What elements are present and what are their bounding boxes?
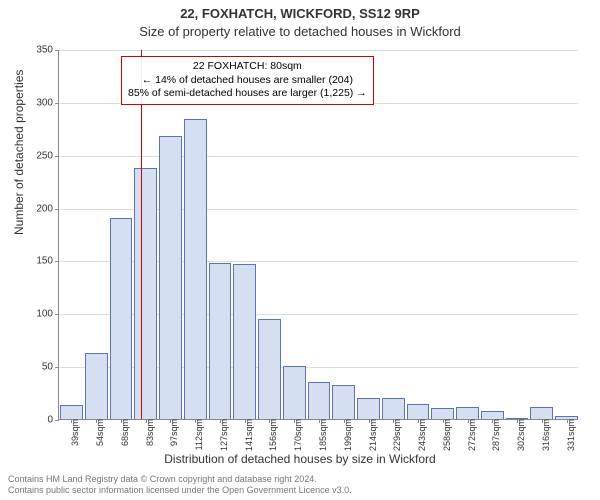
- plot-area: 05010015020025030035039sqm54sqm68sqm83sq…: [58, 50, 578, 420]
- ytick-mark: [55, 314, 59, 315]
- xtick-label: 39sqm: [70, 419, 80, 446]
- ytick-mark: [55, 261, 59, 262]
- histogram-bar: [357, 398, 380, 419]
- ytick-mark: [55, 420, 59, 421]
- histogram-bar: [184, 119, 207, 419]
- histogram-bar: [308, 382, 331, 419]
- ytick-mark: [55, 209, 59, 210]
- xtick-label: 185sqm: [318, 419, 328, 451]
- ytick-label: 150: [36, 256, 53, 267]
- property-marker-line: [141, 50, 142, 419]
- property-size-chart: 22, FOXHATCH, WICKFORD, SS12 9RP Size of…: [0, 0, 600, 500]
- histogram-bar: [258, 319, 281, 419]
- xtick-label: 170sqm: [293, 419, 303, 451]
- xtick-label: 243sqm: [417, 419, 427, 451]
- xtick-label: 54sqm: [95, 419, 105, 446]
- histogram-bar: [332, 385, 355, 419]
- histogram-bar: [134, 168, 157, 419]
- ytick-label: 100: [36, 309, 53, 320]
- ytick-mark: [55, 156, 59, 157]
- footer-line-1: Contains HM Land Registry data © Crown c…: [8, 474, 352, 485]
- annotation-box: 22 FOXHATCH: 80sqm← 14% of detached hous…: [121, 56, 374, 105]
- xtick-label: 229sqm: [392, 419, 402, 451]
- histogram-bar: [431, 408, 454, 419]
- xtick-label: 258sqm: [442, 419, 452, 451]
- ytick-mark: [55, 103, 59, 104]
- xtick-label: 199sqm: [343, 419, 353, 451]
- annotation-line-1: 22 FOXHATCH: 80sqm: [128, 60, 367, 74]
- xtick-label: 127sqm: [219, 419, 229, 451]
- histogram-bar: [530, 407, 553, 419]
- histogram-bar: [110, 218, 133, 419]
- y-axis-label: Number of detached properties: [12, 70, 26, 235]
- histogram-bar: [159, 136, 182, 419]
- histogram-bar: [209, 263, 232, 419]
- xtick-label: 141sqm: [244, 419, 254, 451]
- ytick-mark: [55, 367, 59, 368]
- chart-address-title: 22, FOXHATCH, WICKFORD, SS12 9RP: [0, 6, 600, 21]
- xtick-label: 331sqm: [566, 419, 576, 451]
- annotation-line-3: 85% of semi-detached houses are larger (…: [128, 87, 367, 101]
- histogram-bar: [407, 404, 430, 419]
- xtick-label: 287sqm: [491, 419, 501, 451]
- xtick-label: 316sqm: [541, 419, 551, 451]
- histogram-bar: [382, 398, 405, 419]
- histogram-bar: [456, 407, 479, 419]
- ytick-label: 50: [42, 362, 53, 373]
- chart-subtitle: Size of property relative to detached ho…: [0, 24, 600, 39]
- annotation-line-2: ← 14% of detached houses are smaller (20…: [128, 74, 367, 88]
- footer-attribution: Contains HM Land Registry data © Crown c…: [8, 474, 352, 496]
- x-axis-label: Distribution of detached houses by size …: [0, 452, 600, 466]
- xtick-label: 112sqm: [194, 419, 204, 450]
- ytick-label: 0: [47, 415, 53, 426]
- xtick-label: 156sqm: [268, 419, 278, 451]
- histogram-bar: [233, 264, 256, 419]
- xtick-label: 302sqm: [516, 419, 526, 451]
- histogram-bar: [60, 405, 83, 419]
- ytick-mark: [55, 50, 59, 51]
- xtick-label: 68sqm: [120, 419, 130, 446]
- xtick-label: 97sqm: [169, 419, 179, 446]
- histogram-bar: [283, 366, 306, 419]
- footer-line-2: Contains public sector information licen…: [8, 485, 352, 496]
- histogram-bar: [85, 353, 108, 419]
- xtick-label: 214sqm: [368, 419, 378, 451]
- ytick-label: 250: [36, 150, 53, 161]
- ytick-label: 300: [36, 97, 53, 108]
- xtick-label: 272sqm: [467, 419, 477, 451]
- xtick-label: 83sqm: [145, 419, 155, 446]
- gridline: [59, 50, 578, 51]
- ytick-label: 200: [36, 203, 53, 214]
- ytick-label: 350: [36, 45, 53, 56]
- gridline: [59, 156, 578, 157]
- histogram-bar: [481, 411, 504, 419]
